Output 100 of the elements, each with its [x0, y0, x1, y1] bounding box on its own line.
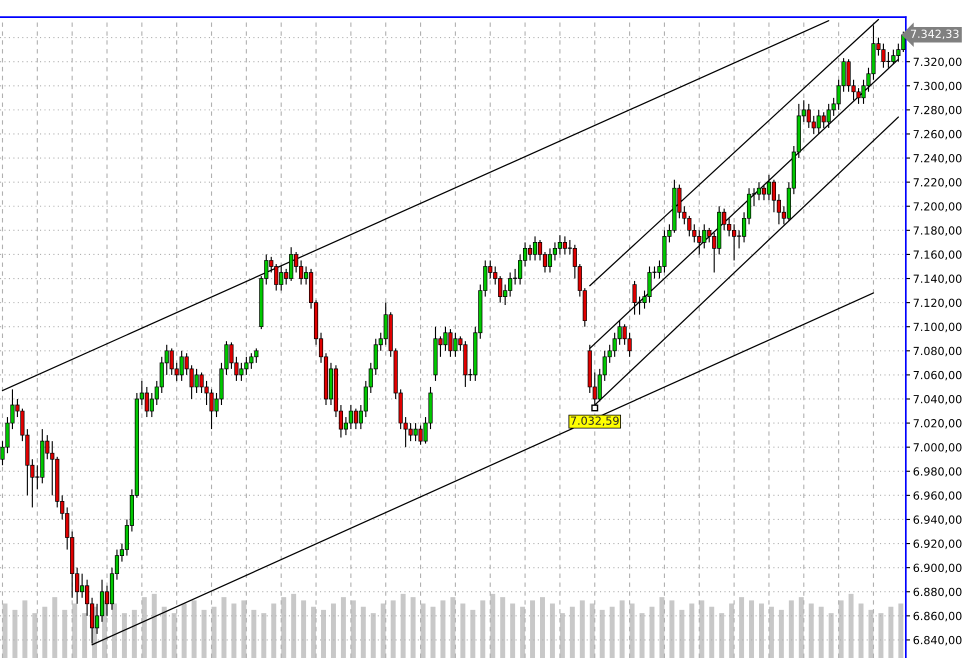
bar	[440, 600, 446, 658]
y-tick-label: 7.220,00	[914, 178, 962, 188]
bar	[858, 604, 864, 658]
bar	[390, 600, 396, 658]
bar	[360, 606, 366, 658]
bar	[818, 606, 824, 658]
y-tick-label: 7.240,00	[914, 154, 962, 164]
bar	[430, 606, 436, 658]
bar	[848, 594, 854, 658]
bar	[550, 604, 555, 658]
bar	[410, 597, 416, 658]
y-tick-label: 7.100,00	[914, 322, 962, 332]
bar	[32, 613, 38, 658]
bar	[350, 600, 356, 658]
bar	[828, 613, 834, 658]
bar	[719, 613, 724, 658]
bar	[182, 604, 187, 658]
bar	[142, 597, 147, 658]
bar	[669, 600, 674, 658]
y-tick-label: 7.260,00	[914, 130, 962, 140]
bar	[231, 604, 236, 658]
y-tick-label: 7.320,00	[914, 58, 962, 68]
bar	[689, 604, 694, 658]
y-tick-label: 7.300,00	[914, 82, 962, 92]
bar	[898, 604, 904, 658]
bar	[540, 597, 545, 658]
bar	[640, 613, 645, 658]
bar	[729, 604, 734, 658]
y-tick-label: 7.000,00	[914, 443, 962, 453]
y-tick-label: 7.060,00	[914, 370, 962, 380]
y-tick-label: 7.040,00	[914, 394, 962, 405]
bar	[798, 597, 804, 658]
bar	[630, 604, 635, 658]
annotation: 7.032,59	[570, 416, 619, 426]
bar	[610, 606, 615, 658]
bar	[749, 600, 754, 658]
bar	[330, 604, 336, 658]
bar	[679, 610, 684, 658]
bar	[620, 600, 625, 658]
bar	[301, 600, 306, 658]
bar	[590, 604, 595, 658]
bar	[450, 597, 456, 658]
bar	[192, 600, 197, 658]
bar	[400, 594, 406, 658]
bar	[650, 606, 654, 658]
bar	[42, 606, 48, 658]
text: 7.342,33	[910, 30, 959, 40]
bar	[271, 604, 276, 658]
y-tick-label: 6.960,00	[914, 491, 962, 501]
bar	[778, 610, 784, 658]
bar	[291, 594, 296, 658]
bar	[570, 606, 575, 658]
y-tick-label: 6.900,00	[914, 564, 962, 574]
bar	[380, 604, 386, 658]
y-tick-label: 6.880,00	[914, 588, 962, 598]
y-tick-label: 7.140,00	[914, 274, 962, 284]
bar	[709, 606, 714, 658]
bar	[768, 606, 774, 658]
bar	[520, 606, 526, 658]
bar	[460, 604, 466, 658]
bar	[221, 597, 226, 658]
bar	[122, 613, 127, 658]
bar	[321, 610, 326, 658]
bar	[152, 594, 157, 658]
y-tick-label: 6.840,00	[914, 636, 962, 646]
bar	[888, 606, 894, 658]
bar	[340, 597, 346, 658]
y-tick-label: 6.980,00	[914, 467, 962, 477]
bar	[808, 604, 814, 658]
bar	[311, 606, 316, 658]
y-tick-label: 6.920,00	[914, 540, 962, 550]
bar	[251, 610, 256, 658]
y-tick-label: 7.200,00	[914, 202, 962, 212]
bar	[2, 604, 8, 658]
bar	[659, 597, 664, 658]
y-tick-label: 6.860,00	[914, 612, 962, 622]
bar	[580, 600, 585, 658]
y-tick-label: 7.080,00	[914, 346, 962, 356]
bar	[12, 610, 18, 658]
bar	[758, 604, 764, 658]
bar	[72, 604, 78, 658]
bar	[172, 613, 177, 658]
bar	[261, 613, 266, 658]
y-tick-label: 6.940,00	[914, 515, 962, 525]
y-tick-label: 7.120,00	[914, 298, 962, 308]
bar	[510, 604, 516, 658]
y-tick-label: 7.280,00	[914, 106, 962, 116]
bar	[470, 610, 476, 658]
bar	[82, 613, 88, 658]
bar	[500, 597, 506, 658]
bar	[241, 600, 246, 658]
bar	[420, 604, 426, 658]
bar	[132, 610, 137, 658]
bar	[281, 597, 286, 658]
bar	[560, 613, 565, 658]
bar	[52, 597, 58, 658]
bar	[480, 600, 486, 658]
bar	[212, 606, 216, 658]
bar	[788, 600, 794, 658]
y-tick-label: 7.180,00	[914, 226, 962, 236]
